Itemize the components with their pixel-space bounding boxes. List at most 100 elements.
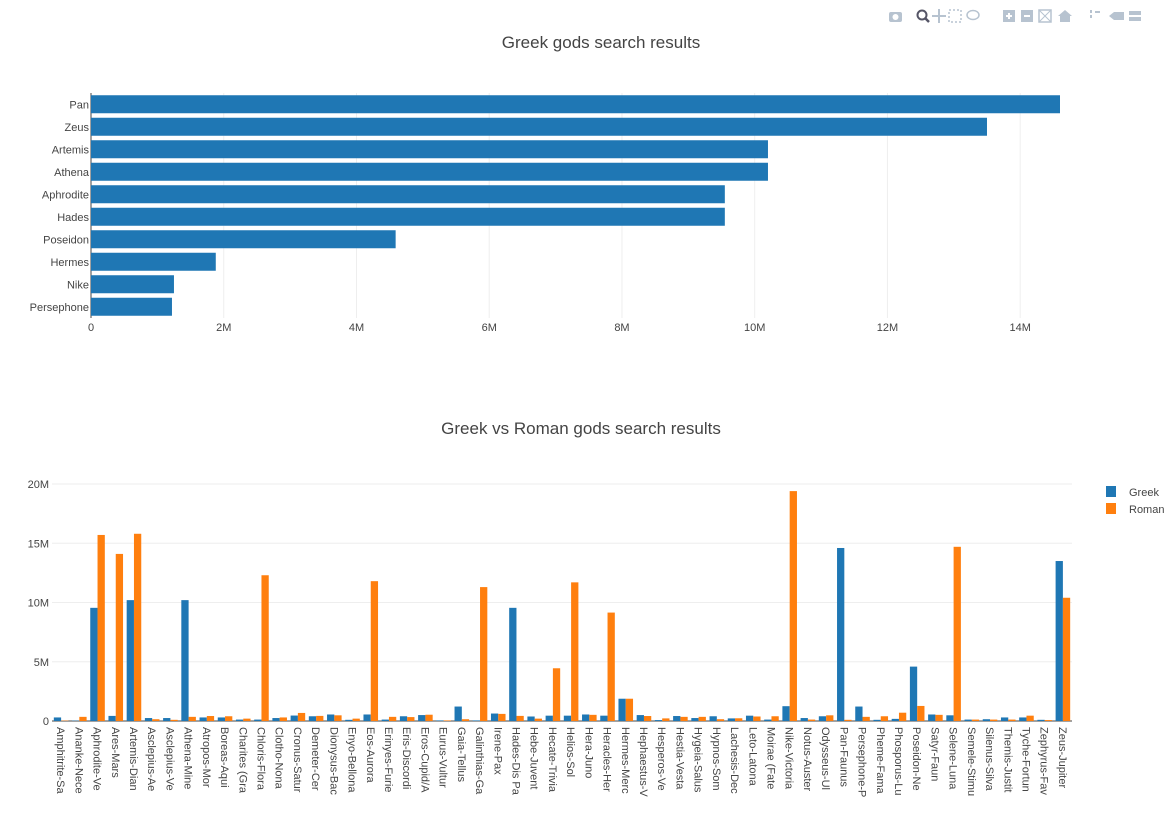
chart2-bar-greek[interactable] (582, 714, 590, 721)
chart2-bar-roman[interactable] (334, 715, 342, 721)
chart2-bar-greek[interactable] (381, 719, 389, 721)
chart2-bar-roman[interactable] (789, 491, 797, 721)
zoom-icon[interactable] (915, 8, 931, 24)
chart2-bar-roman[interactable] (898, 712, 907, 721)
chart2-bar-roman[interactable] (735, 718, 743, 721)
chart2-bar-roman[interactable] (370, 581, 379, 721)
chart2-bar-roman[interactable] (971, 719, 980, 721)
chart2-bar-roman[interactable] (1008, 719, 1016, 721)
chart2-bar-greek[interactable] (254, 719, 262, 721)
chart2-bar-roman[interactable] (188, 716, 196, 721)
chart2-bar-greek[interactable] (800, 718, 808, 721)
chart2-bar-roman[interactable] (607, 612, 615, 721)
chart2-bar-greek[interactable] (1055, 561, 1063, 721)
legend[interactable]: Greek Roman (1106, 486, 1164, 516)
chart2-bar-roman[interactable] (862, 716, 870, 721)
chart2-bar-greek[interactable] (144, 718, 153, 721)
chart2-bar-roman[interactable] (1044, 720, 1052, 721)
chart2-bar-roman[interactable] (990, 719, 998, 721)
chart1-bar-artemis[interactable] (91, 140, 768, 159)
chart2-bar-roman[interactable] (571, 582, 579, 721)
chart2-bar-roman[interactable] (953, 546, 961, 721)
chart1-bar-hades[interactable] (91, 207, 725, 226)
chart2-bar-roman[interactable] (425, 714, 433, 721)
chart2-bar-roman[interactable] (552, 668, 561, 721)
chart2-bar-roman[interactable] (407, 717, 415, 721)
chart2-bar-roman[interactable] (498, 713, 506, 721)
chart1-bar-pan[interactable] (91, 95, 1060, 114)
chart2-bar-roman[interactable] (680, 716, 688, 721)
chart2-bar-roman[interactable] (261, 575, 269, 721)
chart2-bar-roman[interactable] (206, 716, 215, 721)
chart2-bar-roman[interactable] (97, 534, 105, 721)
chart1-bar-nike[interactable] (91, 275, 174, 294)
chart1-bar-hermes[interactable] (91, 252, 216, 271)
chart2-bar-greek[interactable] (1037, 719, 1045, 721)
chart1-bar-poseidon[interactable] (91, 230, 396, 249)
chart2-bar-roman[interactable] (243, 718, 251, 721)
chart2-bar-roman[interactable] (771, 716, 779, 721)
chart2-bar-roman[interactable] (625, 698, 634, 721)
chart2-bar-roman[interactable] (352, 718, 360, 721)
chart2-bar-greek[interactable] (327, 714, 335, 721)
chart2-bar-greek[interactable] (181, 600, 189, 721)
chart2-bar-greek[interactable] (290, 715, 298, 721)
chart2-bar-greek[interactable] (399, 716, 408, 721)
reset-axes-icon[interactable] (1057, 8, 1073, 24)
chart2-bar-roman[interactable] (643, 716, 652, 721)
chart2-bar-roman[interactable] (662, 718, 670, 721)
legend-label-roman[interactable]: Roman (1129, 504, 1164, 516)
chart1-bar-athena[interactable] (91, 162, 768, 181)
chart2-bar-roman[interactable] (388, 716, 397, 721)
chart2-bar-roman[interactable] (844, 719, 852, 721)
chart2-bar-greek[interactable] (782, 706, 790, 721)
chart2-bar-roman[interactable] (534, 718, 542, 721)
chart2-bar-greek[interactable] (90, 607, 98, 721)
chart2-bar-greek[interactable] (654, 720, 663, 721)
camera-icon[interactable] (887, 8, 903, 24)
chart2-bar-greek[interactable] (600, 715, 608, 721)
chart2-bar-greek[interactable] (709, 716, 717, 721)
chart2-bar-roman[interactable] (79, 716, 87, 721)
chart2-bar-greek[interactable] (1019, 717, 1027, 721)
zoom-out-icon[interactable] (1019, 8, 1035, 24)
chart2-bar-roman[interactable] (480, 587, 488, 721)
chart2-bar-greek[interactable] (490, 713, 499, 721)
chart2-bar-greek[interactable] (272, 718, 280, 721)
hover-compare-icon[interactable] (1127, 8, 1143, 24)
chart2-bar-roman[interactable] (225, 716, 233, 721)
chart2-bar-greek[interactable] (928, 714, 936, 721)
chart2-bar-greek[interactable] (964, 719, 972, 721)
chart2-bar-roman[interactable] (917, 705, 925, 721)
spike-lines-icon[interactable] (1087, 8, 1103, 24)
chart2-bar-greek[interactable] (837, 547, 845, 721)
chart2-bar-greek[interactable] (636, 715, 644, 721)
chart2-bar-roman[interactable] (316, 715, 324, 721)
chart1-bar-zeus[interactable] (91, 117, 987, 136)
chart2-bar-greek[interactable] (891, 718, 899, 721)
chart2-bar-roman[interactable] (716, 719, 725, 721)
chart2-bar-roman[interactable] (279, 717, 287, 721)
chart2-bar-greek[interactable] (235, 719, 244, 721)
chart2-bar-roman[interactable] (115, 553, 124, 721)
hover-closest-icon[interactable] (1109, 8, 1125, 24)
chart2-bar-greek[interactable] (691, 718, 699, 721)
chart2-bar-roman[interactable] (698, 716, 706, 721)
chart2-bar-roman[interactable] (753, 716, 761, 721)
chart2-bar-roman[interactable] (170, 719, 178, 721)
chart2-bar-greek[interactable] (345, 719, 353, 721)
chart1-bar-persephone[interactable] (91, 297, 172, 316)
chart2-bar-roman[interactable] (1026, 715, 1034, 721)
chart2-bar-roman[interactable] (516, 715, 524, 721)
chart2-bar-greek[interactable] (308, 716, 317, 721)
chart2-bar-greek[interactable] (217, 717, 226, 721)
chart2-bar-greek[interactable] (909, 666, 918, 721)
chart2-bar-greek[interactable] (108, 715, 116, 721)
chart2-bar-greek[interactable] (418, 715, 426, 721)
lasso-select-icon[interactable] (965, 8, 981, 24)
chart2-bar-greek[interactable] (764, 719, 772, 721)
chart2-bar-greek[interactable] (436, 720, 444, 721)
chart1-bar-aphrodite[interactable] (91, 185, 725, 204)
chart2-bar-roman[interactable] (443, 720, 451, 721)
chart2-bar-roman[interactable] (826, 715, 834, 721)
